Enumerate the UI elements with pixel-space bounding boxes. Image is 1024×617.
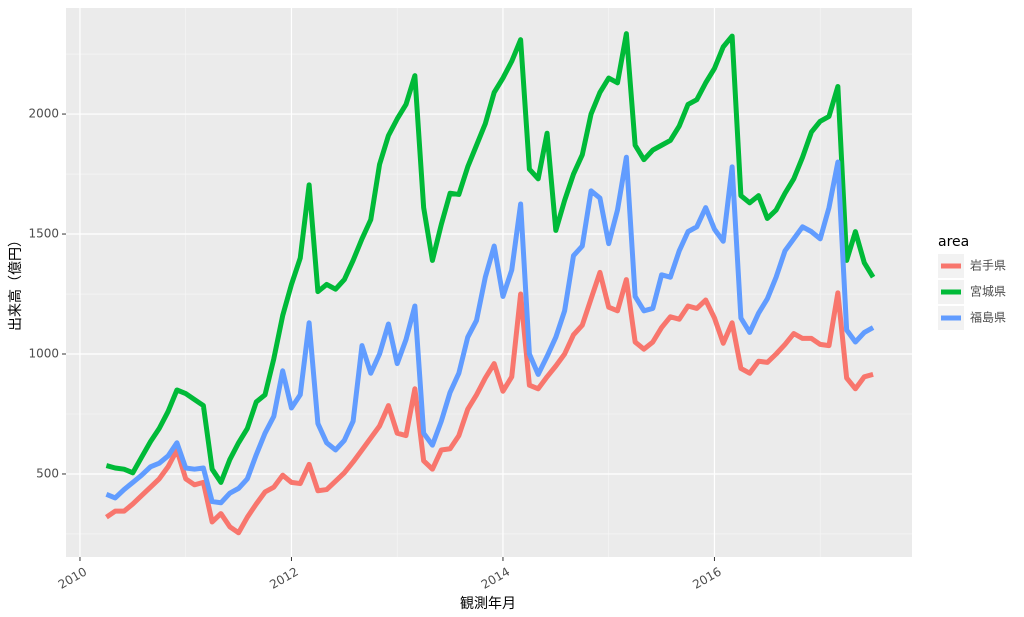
x-tick-label: 2014 (479, 565, 512, 592)
y-tick-label: 500 (36, 466, 59, 480)
series-line (104, 269, 874, 536)
x-axis-title: 観測年月 (460, 595, 516, 612)
panel (66, 8, 912, 557)
legend-title: area (938, 234, 969, 250)
lines (104, 31, 876, 536)
x-tick-label: 2010 (56, 565, 89, 592)
legend-label: 岩手県 (970, 258, 1006, 273)
y-axis-title: 出来高（億円） (7, 233, 24, 331)
series-line (105, 154, 875, 506)
x-tick-label: 2012 (267, 565, 300, 592)
legend-label: 宮城県 (970, 284, 1006, 299)
y-tick-label: 1500 (28, 227, 59, 241)
y-tick-label: 2000 (28, 107, 59, 121)
x-tick-label: 2016 (690, 565, 723, 592)
y-tick-label: 1000 (28, 347, 59, 361)
legend-label: 福島県 (970, 310, 1006, 325)
series-line (105, 31, 876, 485)
